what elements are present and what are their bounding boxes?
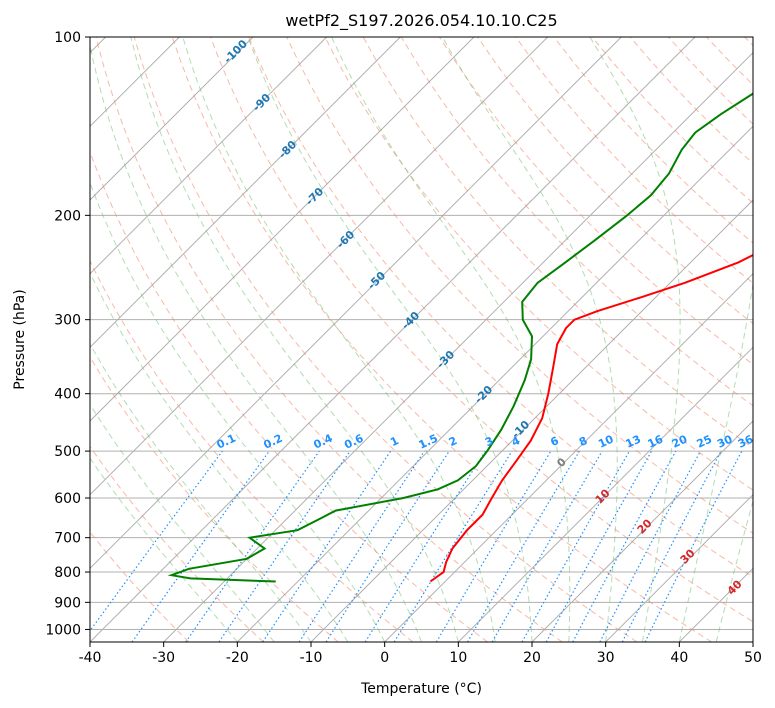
mixing-ratio-label: 16: [646, 432, 666, 450]
mixing-ratio-line: [572, 450, 677, 642]
x-tick-label: 30: [597, 650, 615, 666]
moist-adiabat-line: [90, 457, 238, 642]
isotherm-line: [90, 37, 475, 422]
mixing-ratio-line: [644, 450, 743, 642]
mixing-ratio-line: [521, 450, 631, 642]
y-tick-label: 400: [54, 387, 81, 403]
isotherm-line: [90, 37, 328, 275]
dry-adiabat-line: [90, 259, 414, 642]
y-tick-label: 500: [54, 444, 81, 460]
mixing-ratio-line: [218, 450, 351, 642]
x-tick-label: 50: [744, 650, 762, 666]
dry-adiabat-line: [90, 445, 264, 642]
mixing-ratio-label: 13: [624, 433, 643, 451]
dewpoint-profile-line: [167, 92, 753, 583]
chart-title: wetPf2_S197.2026.054.10.10.C25: [285, 11, 557, 31]
mixing-ratio-line: [298, 450, 425, 642]
mixing-ratio-label: 30: [715, 432, 735, 450]
y-tick-label: 200: [54, 208, 81, 224]
dry-adiabat-line: [133, 37, 638, 642]
y-tick-label: 1000: [45, 622, 81, 638]
x-tick-label: 40: [670, 650, 688, 666]
mixing-ratio-line: [90, 450, 223, 632]
x-tick-label: 20: [523, 650, 541, 666]
isotherm-line: [90, 37, 549, 496]
axis-ticks: -40 -30 -20 -10 0 10 20 30 40 50 1000 900 800 700 600 5…: [45, 30, 762, 666]
dry-adiabat-line: [210, 37, 753, 623]
isotherm-line: [163, 51, 753, 642]
mixing-ratio-label: 25: [695, 433, 714, 451]
dry-adiabat-line: [515, 37, 753, 284]
moist-adiabat-line: [90, 271, 349, 642]
dry-adiabat-line: [95, 37, 563, 642]
isotherm-line: [605, 493, 753, 642]
profile-lines: [167, 92, 753, 583]
x-tick-label: -40: [79, 650, 102, 666]
x-tick-label: 10: [449, 650, 467, 666]
plot-frame: [89, 36, 754, 643]
y-tick-label: 900: [54, 595, 81, 611]
mixing-ratio-label: 10: [596, 432, 616, 450]
isotherm-line: [384, 272, 753, 642]
dry-adiabat-line: [90, 356, 339, 642]
moist-adiabat-line: [130, 37, 459, 642]
isotherm-line: [90, 37, 401, 349]
y-tick-label: 100: [54, 30, 81, 46]
moist-adiabat-line: [441, 37, 618, 642]
moist-adiabat-line: [90, 181, 386, 642]
y-tick-label: 600: [54, 491, 81, 507]
x-tick-label: -20: [226, 650, 249, 666]
dry-adiabat-line: [248, 37, 753, 578]
y-tick-label: 700: [54, 531, 81, 547]
moist-adiabat-line: [182, 37, 496, 642]
y-axis-title: Pressure (hPa): [12, 289, 28, 389]
x-tick-label: -30: [152, 650, 175, 666]
x-axis-title: Temperature (°C): [360, 681, 482, 697]
mixing-ratio-line: [185, 450, 320, 642]
isotherm-line: [531, 420, 753, 642]
moist-adiabat-line: [331, 37, 571, 642]
mixing-ratio-line: [545, 450, 653, 642]
isotherm-line: [90, 37, 254, 201]
y-tick-label: 300: [54, 313, 81, 329]
x-tick-label: 0: [380, 650, 389, 666]
temperature-profile-line: [429, 253, 753, 583]
moist-adiabat-line: [678, 280, 753, 642]
moist-adiabat-line: [247, 37, 533, 642]
dry-adiabat-line: [324, 37, 753, 491]
isotherm-line: [90, 37, 622, 570]
moist-adiabat-line: [589, 37, 681, 642]
background-lines: [90, 37, 753, 642]
mixing-ratio-line: [262, 450, 392, 642]
dry-adiabat-line: [171, 37, 712, 642]
isotherm-line: [457, 346, 753, 642]
mixing-ratio-label: 20: [670, 432, 690, 450]
y-tick-label: 800: [54, 565, 81, 581]
dry-adiabat-line: [286, 37, 753, 534]
x-tick-label: -10: [300, 650, 323, 666]
moist-adiabat-line: [90, 403, 275, 642]
moist-adiabat-line: [715, 499, 753, 642]
mixing-ratio-line: [131, 450, 270, 642]
mixing-ratio-line: [325, 450, 450, 642]
mixing-ratio-label: 36: [736, 432, 756, 450]
mixing-ratio-line: [393, 450, 513, 642]
moist-adiabat-line: [90, 343, 312, 642]
moist-adiabat-line: [90, 42, 422, 642]
isotherm-line: [236, 125, 753, 642]
